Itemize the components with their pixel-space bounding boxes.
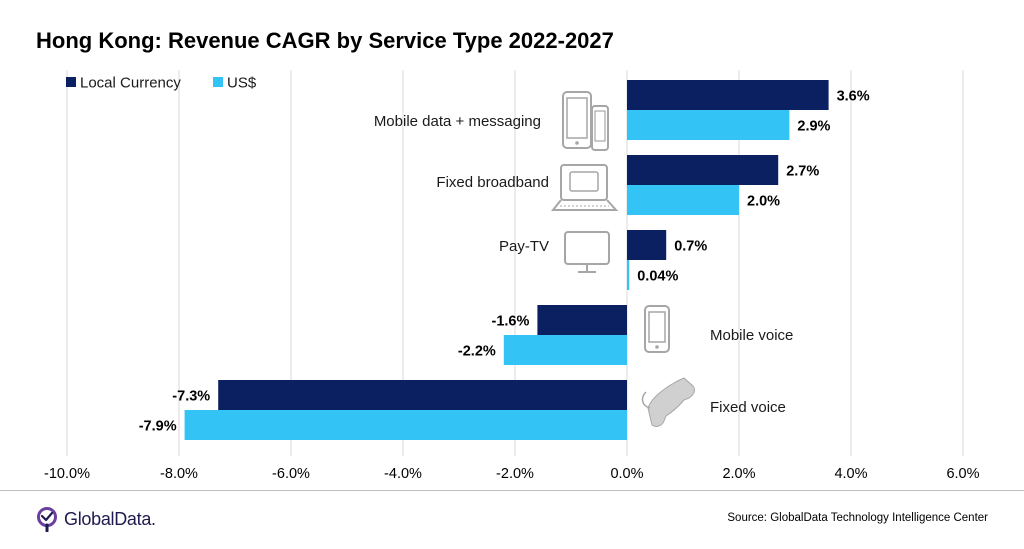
x-tick-label: -2.0%	[496, 466, 534, 482]
bar-local-currency	[627, 155, 779, 185]
data-label: 0.04%	[637, 269, 678, 285]
bar-local-currency	[218, 380, 627, 410]
data-label: -2.2%	[458, 344, 496, 360]
globaldata-logo-text: GlobalData.	[64, 508, 156, 529]
x-tick-label: -8.0%	[160, 466, 198, 482]
x-tick-label: 0.0%	[610, 466, 643, 482]
x-tick-label: -10.0%	[44, 466, 90, 482]
x-tick-label: 2.0%	[722, 466, 755, 482]
data-label: -1.6%	[492, 314, 530, 330]
legend-label-usd: US$	[227, 75, 257, 92]
data-label: -7.3%	[172, 389, 210, 405]
source-note: Source: GlobalData Technology Intelligen…	[727, 512, 988, 524]
bar-local-currency	[537, 305, 627, 335]
telephone-handset-icon	[641, 377, 695, 427]
bar-usd	[503, 335, 627, 365]
globaldata-logo: GlobalData.	[36, 506, 156, 532]
bar-usd	[627, 260, 630, 290]
bar-local-currency	[627, 230, 667, 260]
revenue-cagr-bar-chart: -10.0% -8.0% -6.0% -4.0% -2.0% 0.0% 2.0% 4.0% 6.…	[44, 70, 980, 482]
bar-usd	[184, 410, 627, 440]
legend-label-local-currency: Local Currency	[80, 75, 181, 92]
mobile-phone-icon	[644, 305, 670, 353]
laptop-icon	[550, 164, 619, 211]
bar-local-currency	[627, 80, 829, 110]
monitor-icon	[564, 231, 610, 273]
data-label: 2.9%	[797, 119, 830, 135]
legend-swatch-local-currency	[66, 77, 76, 87]
chart-title: Hong Kong: Revenue CAGR by Service Type …	[36, 28, 614, 53]
x-tick-label: 6.0%	[946, 466, 979, 482]
phone-tablet-icon	[562, 91, 609, 151]
globaldata-logo-icon	[37, 507, 57, 532]
category-label: Mobile data + messaging	[374, 113, 541, 130]
data-label: -7.9%	[139, 419, 177, 435]
data-label: 3.6%	[837, 89, 870, 105]
x-tick-label: -6.0%	[272, 466, 310, 482]
data-label: 2.0%	[747, 194, 780, 210]
data-label: 2.7%	[786, 164, 819, 180]
category-label: Fixed voice	[710, 399, 786, 416]
x-tick-label: 4.0%	[834, 466, 867, 482]
bar-usd	[627, 110, 790, 140]
bar-usd	[627, 185, 739, 215]
legend-swatch-usd	[213, 77, 223, 87]
category-label: Pay-TV	[499, 238, 549, 255]
data-label: 0.7%	[674, 239, 707, 255]
footer-divider	[0, 490, 1024, 491]
x-tick-label: -4.0%	[384, 466, 422, 482]
category-label: Mobile voice	[710, 327, 793, 344]
category-label: Fixed broadband	[436, 174, 549, 191]
